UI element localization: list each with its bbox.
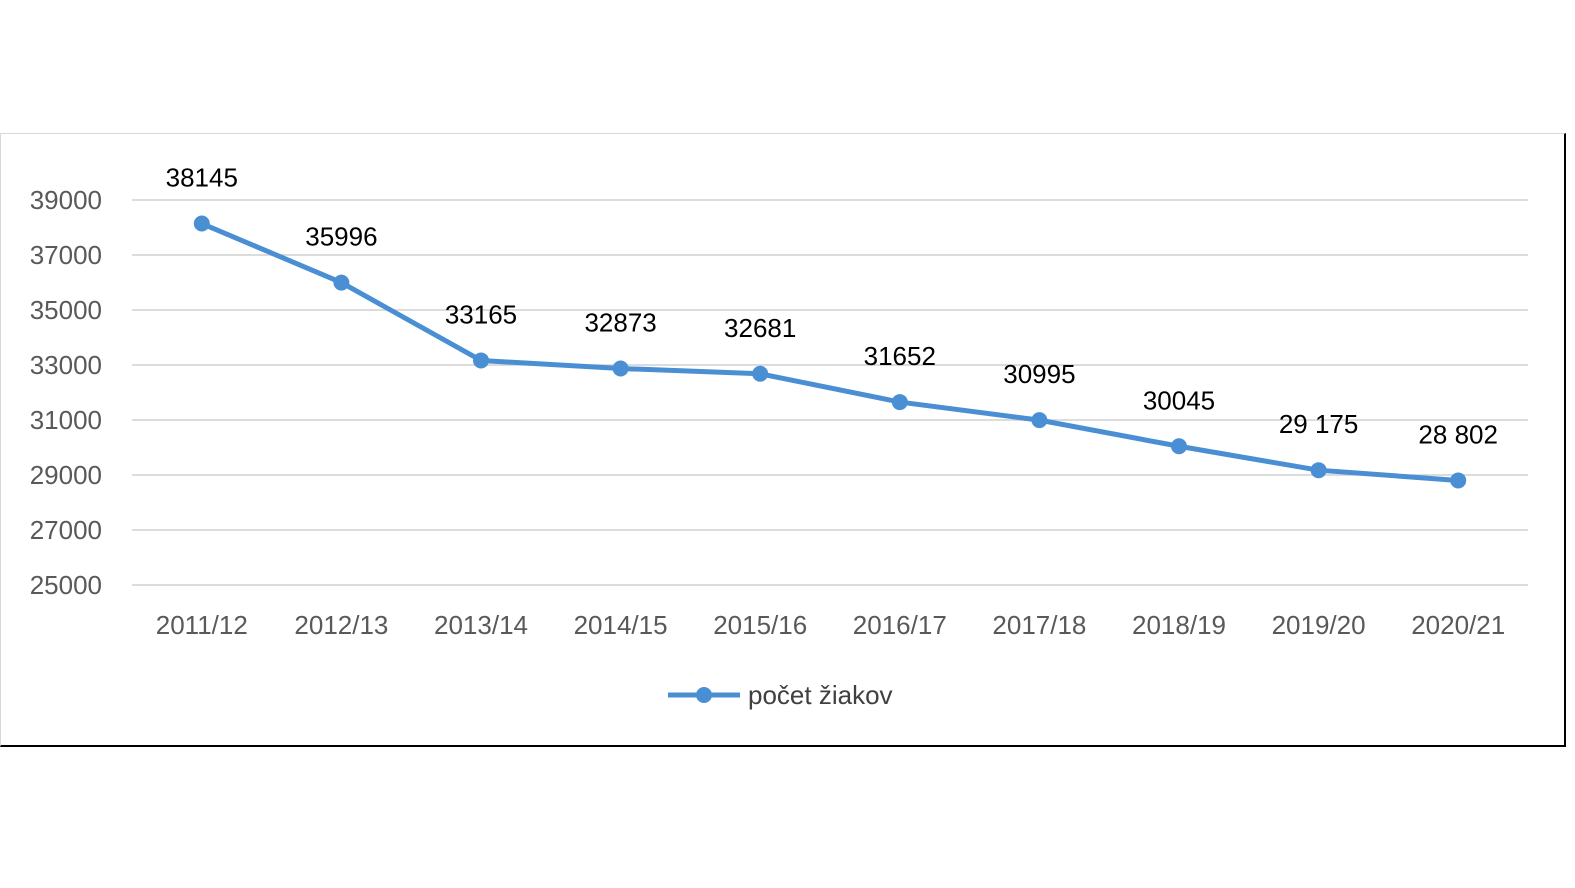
series-pocet-ziakov [193, 215, 1467, 489]
data-point [752, 365, 769, 382]
data-label: 28 802 [1418, 419, 1498, 449]
data-point [1310, 462, 1327, 479]
data-point [473, 352, 489, 369]
gridlines [132, 199, 1528, 586]
x-tick-label: 2020/21 [1411, 610, 1505, 640]
x-tick-label: 2012/13 [294, 610, 388, 640]
data-label: 32681 [724, 313, 796, 343]
data-label: 33165 [445, 299, 517, 329]
data-point [1450, 472, 1467, 489]
x-tick-label: 2018/19 [1132, 610, 1226, 640]
y-axis-tick-labels: 25000 27000 29000 31000 33000 35000 37000 39000 [30, 185, 102, 600]
y-tick-label: 29000 [30, 460, 102, 490]
x-tick-label: 2014/15 [574, 610, 668, 640]
data-point [333, 274, 350, 291]
y-tick-label: 27000 [30, 515, 102, 545]
y-tick-label: 25000 [30, 570, 102, 600]
data-label: 35996 [305, 222, 377, 252]
x-tick-label: 2011/12 [156, 610, 248, 640]
data-labels: 38145 35996 33165 32873 32681 31652 30995 30045… [166, 163, 1498, 450]
y-tick-label: 31000 [30, 405, 102, 435]
data-label: 29 175 [1279, 409, 1359, 439]
legend-series-label: počet žiakov [748, 680, 893, 710]
data-label: 30045 [1143, 385, 1215, 415]
data-point [193, 215, 210, 232]
x-tick-label: 2016/17 [853, 610, 947, 640]
data-label: 38145 [166, 163, 238, 193]
y-tick-label: 37000 [30, 240, 102, 270]
series-line [199, 221, 1461, 483]
x-tick-label: 2013/14 [434, 610, 528, 640]
legend-series-marker [696, 687, 712, 703]
data-point [1031, 412, 1048, 429]
data-label: 30995 [1003, 359, 1075, 389]
y-tick-label: 35000 [30, 295, 102, 325]
x-tick-label: 2019/20 [1272, 610, 1366, 640]
x-axis-tick-labels: 2011/12 2012/13 2013/14 2014/15 2015/16 2016/… [156, 610, 1505, 640]
chart-frame [0, 133, 1566, 747]
y-tick-label: 39000 [30, 185, 102, 215]
data-label: 32873 [584, 307, 656, 337]
x-tick-label: 2015/16 [713, 610, 807, 640]
legend: počet žiakov [668, 680, 893, 710]
data-point [891, 394, 908, 411]
data-point [612, 360, 629, 377]
data-point [1171, 438, 1187, 455]
y-tick-label: 33000 [30, 350, 102, 380]
x-tick-label: 2017/18 [992, 610, 1086, 640]
data-label: 31652 [864, 341, 936, 371]
